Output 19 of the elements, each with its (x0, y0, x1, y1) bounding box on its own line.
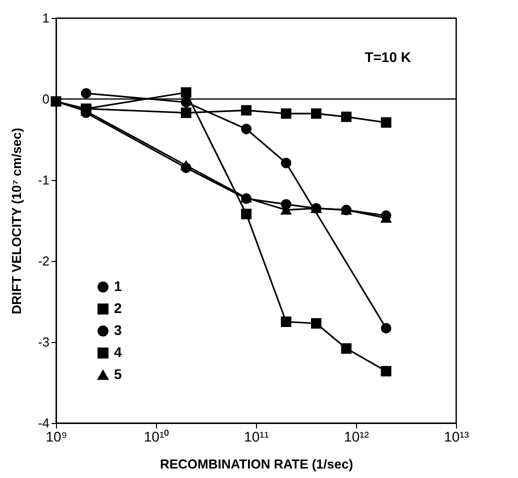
y-axis-title: DRIFT VELOCITY (10⁷ cm/sec) (8, 128, 24, 314)
x-tick-label: 10⁹ (46, 428, 68, 444)
y-tick-label: -1 (38, 172, 50, 188)
y-tick-label: 1 (42, 10, 50, 26)
legend-label: 1 (114, 278, 122, 294)
legend-label: 5 (114, 366, 122, 382)
legend-label: 3 (114, 322, 122, 338)
y-tick-label: 0 (42, 92, 50, 106)
y-tick-label: -3 (38, 334, 50, 350)
legend-label: 4 (114, 344, 122, 360)
x-tick-label: 10¹⁰ (144, 428, 170, 444)
x-axis-title: RECOMBINATION RATE (1/sec) (160, 456, 354, 472)
legend-label: 2 (114, 300, 122, 316)
annotation: T=10 K (364, 49, 411, 65)
x-tick-label: 10¹² (344, 428, 370, 444)
x-tick-label: 10¹³ (444, 428, 470, 444)
y-tick-label: -4 (38, 416, 50, 430)
x-tick-label: 10¹¹ (244, 428, 270, 444)
y-tick-label: -2 (38, 254, 50, 268)
